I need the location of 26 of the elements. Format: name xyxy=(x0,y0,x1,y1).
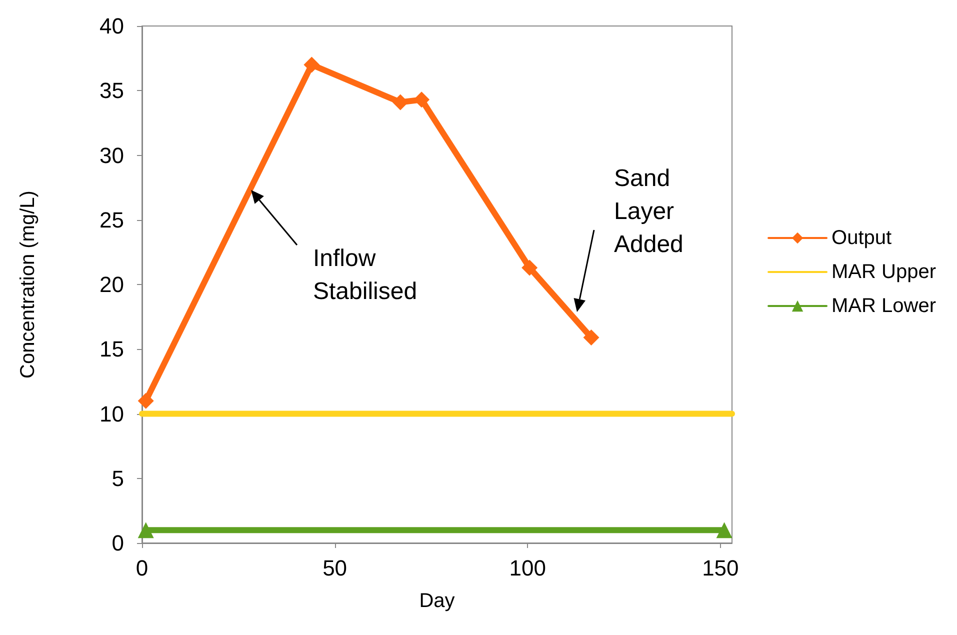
y-tick-label: 0 xyxy=(112,530,124,556)
y-axis-title: Concentration (mg/L) xyxy=(17,190,39,378)
point xyxy=(392,94,408,110)
y-tick-label: 15 xyxy=(100,336,124,362)
x-tick-label: 150 xyxy=(702,556,739,580)
legend-label: MAR Upper xyxy=(832,261,936,283)
point xyxy=(522,260,538,276)
point xyxy=(304,56,320,73)
point xyxy=(138,392,154,409)
x-axis-title: Day xyxy=(419,590,455,612)
annotation: Inflow Stabilised xyxy=(313,245,418,305)
y-tick-label: 10 xyxy=(100,401,124,426)
y-tick-label: 20 xyxy=(100,272,124,297)
point xyxy=(414,92,430,108)
y-tick-label: 35 xyxy=(100,78,124,104)
x-tick-label: 50 xyxy=(322,556,348,580)
legend-label: MAR Lower xyxy=(832,295,936,317)
y-tick-label: 30 xyxy=(100,142,124,168)
y-tick-label: 40 xyxy=(100,14,124,38)
legend-label: Output xyxy=(832,227,892,249)
y-tick-label: 25 xyxy=(100,207,124,232)
annotation: Sand Layer Added xyxy=(614,165,684,258)
x-tick-label: 0 xyxy=(136,556,148,580)
point xyxy=(583,329,600,346)
x-tick-label: 100 xyxy=(509,556,546,580)
y-tick-label: 5 xyxy=(112,466,124,491)
